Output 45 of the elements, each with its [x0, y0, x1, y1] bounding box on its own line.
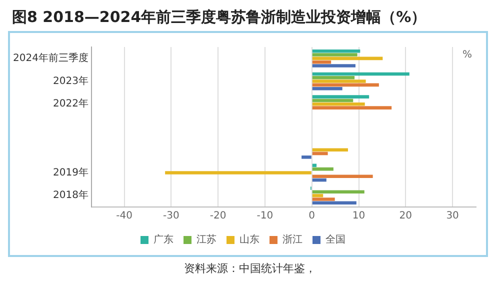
legend-label: 全国 [326, 234, 346, 246]
legend-label: 浙江 [282, 234, 302, 246]
legend-label: 广东 [154, 234, 174, 246]
bar [312, 98, 354, 102]
bar [312, 106, 392, 110]
legend-label: 江苏 [196, 234, 216, 246]
bar [312, 190, 364, 194]
bar [312, 198, 335, 201]
bar [312, 152, 328, 156]
bar [312, 102, 365, 106]
y-tick-label: 2022年 [52, 98, 88, 110]
bar [312, 53, 358, 56]
bar [312, 76, 355, 80]
bar [302, 156, 312, 159]
bar [312, 83, 379, 87]
y-tick-label: 2018年 [52, 189, 88, 202]
bar [312, 56, 383, 60]
annotation: % [462, 50, 472, 61]
bar [312, 60, 332, 64]
x-tick-label: 0 [308, 210, 316, 222]
x-tick-label: -10 [256, 210, 274, 222]
chart-title: 图8 2018—2024年前三季度粤苏鲁浙制造业投资增幅（%） [12, 8, 428, 27]
bar [312, 95, 370, 98]
bar [165, 171, 312, 174]
x-tick-label: -40 [116, 210, 132, 222]
text: 资料来源：中国统计年鉴， [183, 261, 317, 276]
y-tick-label: 2024年前三季度 [12, 52, 88, 64]
legend-label: 山东 [240, 234, 260, 246]
y-tick-label: 2019年 [52, 166, 88, 178]
x-tick-label: 20 [399, 210, 412, 222]
bar [312, 148, 348, 152]
bar [312, 64, 356, 68]
bar [312, 80, 366, 83]
x-tick-label: 10 [352, 210, 366, 222]
bar [312, 174, 373, 178]
x-tick-label: -20 [210, 210, 226, 222]
bar [312, 178, 326, 182]
bar [312, 167, 334, 171]
x-tick-label: -30 [163, 210, 180, 222]
x-tick-label: 30 [446, 210, 459, 222]
bar [312, 72, 410, 76]
bar [312, 49, 360, 53]
y-tick-label: 2023年 [52, 74, 88, 87]
bar [312, 201, 356, 205]
bar [312, 86, 342, 90]
